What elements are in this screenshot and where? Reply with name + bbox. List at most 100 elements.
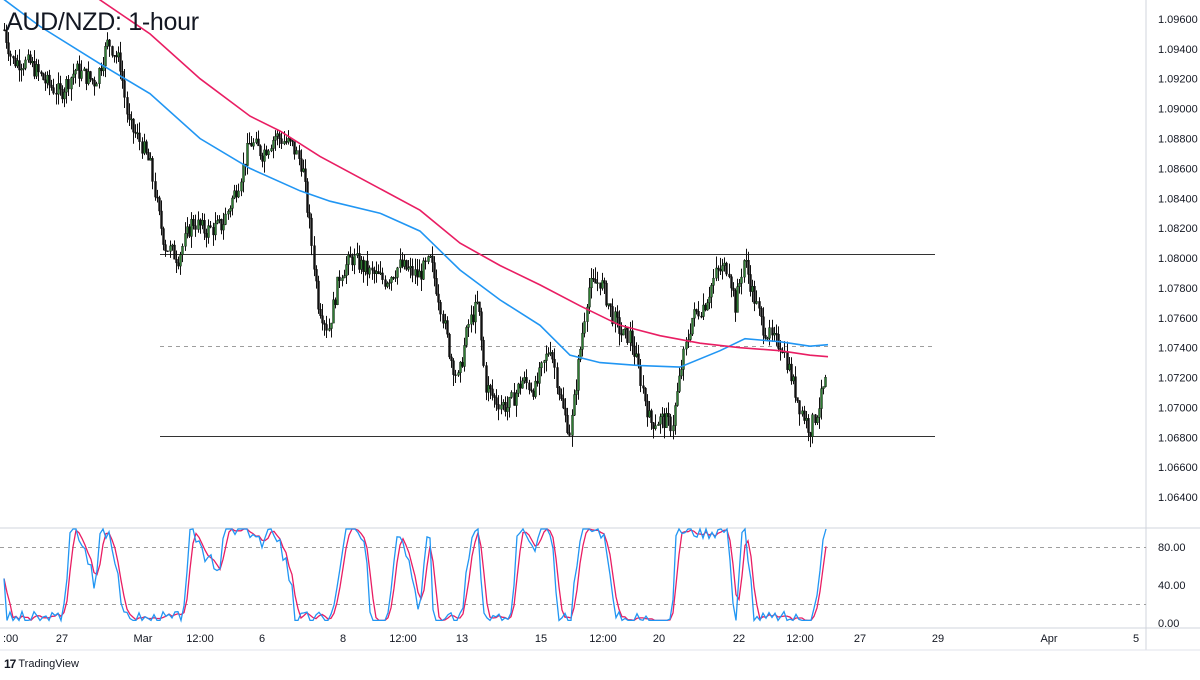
bull-candle xyxy=(788,363,791,370)
bull-candle xyxy=(674,405,677,426)
moving-average-blue xyxy=(3,0,829,368)
bear-candle xyxy=(100,68,103,72)
bear-candle xyxy=(796,397,799,401)
bear-candle xyxy=(592,278,595,280)
bull-candle xyxy=(214,222,217,236)
stoch-d-line xyxy=(3,528,827,622)
bear-candle xyxy=(392,277,395,279)
bull-candle xyxy=(682,348,685,370)
bear-candle xyxy=(562,398,565,409)
bear-candle xyxy=(164,244,167,251)
bull-candle xyxy=(517,383,520,394)
bear-candle xyxy=(646,400,649,418)
bear-candle xyxy=(366,260,369,275)
osc-tick-label: 40.00 xyxy=(1158,580,1186,592)
bull-candle xyxy=(63,91,66,100)
bear-candle xyxy=(695,309,698,312)
bear-candle xyxy=(188,226,191,237)
bull-candle xyxy=(467,323,470,328)
bear-candle xyxy=(119,52,122,72)
bull-candle xyxy=(386,283,389,287)
bull-candle xyxy=(743,260,746,278)
bull-candle xyxy=(538,367,541,384)
bear-candle xyxy=(323,322,326,325)
time-tick-label: 20 xyxy=(653,633,665,645)
bull-candle xyxy=(184,233,187,247)
bull-candle xyxy=(414,269,417,276)
bear-candle xyxy=(491,388,494,396)
bull-candle xyxy=(229,208,232,212)
price-tick-label: 1.07600 xyxy=(1158,313,1198,325)
bear-candle xyxy=(156,196,159,199)
bull-candle xyxy=(104,46,107,67)
bear-candle xyxy=(52,87,55,94)
bull-candle xyxy=(364,260,367,272)
bear-candle xyxy=(248,143,251,145)
bull-candle xyxy=(523,377,526,382)
price-tick-label: 1.09600 xyxy=(1158,14,1198,26)
bear-candle xyxy=(717,267,720,270)
bull-candle xyxy=(601,280,604,289)
bull-candle xyxy=(237,190,240,198)
bull-candle xyxy=(143,141,146,154)
bear-candle xyxy=(151,158,154,182)
bull-candle xyxy=(745,260,748,262)
bear-candle xyxy=(18,60,21,71)
bear-candle xyxy=(753,286,756,304)
bear-candle xyxy=(564,407,567,416)
bull-candle xyxy=(657,423,660,426)
bull-candle xyxy=(106,39,109,47)
bear-candle xyxy=(310,217,313,246)
bear-candle xyxy=(760,308,763,317)
bear-candle xyxy=(652,422,655,429)
bear-candle xyxy=(315,269,318,282)
bear-candle xyxy=(334,299,337,305)
bear-candle xyxy=(381,272,384,280)
osc-tick-label: 80.00 xyxy=(1158,542,1186,554)
bear-candle xyxy=(700,315,703,318)
bull-candle xyxy=(624,327,627,330)
bear-candle xyxy=(48,74,51,86)
bear-candle xyxy=(644,387,647,402)
bull-candle xyxy=(508,397,511,408)
bear-candle xyxy=(265,149,268,156)
bear-candle xyxy=(631,330,634,347)
bear-candle xyxy=(551,352,554,360)
bull-candle xyxy=(685,341,688,350)
bull-candle xyxy=(399,259,402,269)
bull-candle xyxy=(347,254,350,265)
bear-candle xyxy=(642,385,645,389)
price-tick-label: 1.07400 xyxy=(1158,343,1198,355)
bull-candle xyxy=(418,270,421,278)
bear-candle xyxy=(12,56,15,59)
bear-candle xyxy=(194,225,197,230)
bull-candle xyxy=(76,63,79,71)
bull-candle xyxy=(267,150,270,156)
bull-candle xyxy=(375,271,378,274)
bear-candle xyxy=(132,118,135,133)
bull-candle xyxy=(702,304,705,317)
bear-candle xyxy=(452,360,455,375)
bear-candle xyxy=(384,279,387,287)
time-tick-label: 6 xyxy=(259,633,265,645)
bull-candle xyxy=(274,136,277,141)
bull-candle xyxy=(181,246,184,255)
bull-candle xyxy=(379,272,382,275)
bear-candle xyxy=(446,320,449,335)
bull-candle xyxy=(549,352,552,354)
bear-candle xyxy=(450,356,453,361)
bear-candle xyxy=(560,394,563,399)
bull-candle xyxy=(169,245,172,252)
price-tick-label: 1.07800 xyxy=(1158,283,1198,295)
bear-candle xyxy=(454,374,457,376)
time-tick-label: Apr xyxy=(1040,633,1057,645)
price-tick-label: 1.06600 xyxy=(1158,462,1198,474)
bear-candle xyxy=(93,80,96,87)
bull-candle xyxy=(459,361,462,373)
bear-candle xyxy=(663,413,666,428)
bear-candle xyxy=(603,280,606,284)
bear-candle xyxy=(173,244,176,260)
bear-candle xyxy=(786,351,789,370)
bull-candle xyxy=(588,287,591,308)
